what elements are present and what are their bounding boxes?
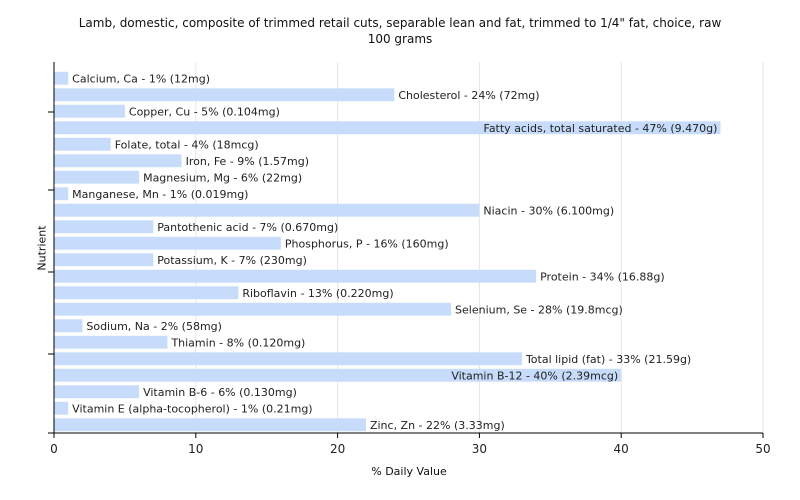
bar-label-10: Phosphorus, P - 16% (160mg) bbox=[285, 237, 449, 250]
bar-8 bbox=[54, 203, 480, 217]
bar-7 bbox=[54, 187, 69, 201]
bar-label-19: Vitamin B-6 - 6% (0.130mg) bbox=[143, 386, 297, 399]
bar-16 bbox=[54, 335, 168, 349]
bar-13 bbox=[54, 286, 239, 300]
bar-17 bbox=[54, 352, 522, 366]
bar-label-15: Sodium, Na - 2% (58mg) bbox=[86, 320, 222, 333]
bar-21 bbox=[54, 418, 366, 432]
bar-6 bbox=[54, 170, 140, 184]
bar-label-16: Thiamin - 8% (0.120mg) bbox=[170, 336, 305, 349]
bar-label-13: Riboflavin - 13% (0.220mg) bbox=[242, 287, 393, 300]
bar-19 bbox=[54, 385, 140, 399]
bar-0 bbox=[54, 71, 69, 85]
bar-label-18: Vitamin B-12 - 40% (2.39mcg) bbox=[451, 369, 618, 382]
bar-label-3: Fatty acids, total saturated - 47% (9.47… bbox=[484, 122, 718, 135]
bar-4 bbox=[54, 137, 111, 151]
bar-label-17: Total lipid (fat) - 33% (21.59g) bbox=[525, 353, 691, 366]
bar-label-0: Calcium, Ca - 1% (12mg) bbox=[72, 72, 210, 85]
bar-label-20: Vitamin E (alpha-tocopherol) - 1% (0.21m… bbox=[72, 402, 312, 415]
bar-label-9: Pantothenic acid - 7% (0.670mg) bbox=[157, 221, 338, 234]
chart-subtitle-text: 100 grams bbox=[367, 32, 433, 46]
bar-10 bbox=[54, 236, 281, 250]
x-tick-label-1: 10 bbox=[188, 442, 203, 456]
bar-20 bbox=[54, 401, 69, 415]
bar-3 bbox=[54, 121, 721, 135]
bar-15 bbox=[54, 319, 83, 333]
x-tick-label-3: 30 bbox=[472, 442, 487, 456]
chart-title-text: Lamb, domestic, composite of trimmed ret… bbox=[78, 16, 722, 30]
x-axis-label: % Daily Value bbox=[371, 465, 447, 478]
bar-11 bbox=[54, 253, 154, 267]
bar-2 bbox=[54, 104, 125, 118]
bar-label-1: Cholesterol - 24% (72mg) bbox=[398, 89, 539, 102]
x-tick-label-5: 50 bbox=[755, 442, 770, 456]
bar-9 bbox=[54, 220, 154, 234]
bar-18 bbox=[54, 368, 622, 382]
bar-label-2: Copper, Cu - 5% (0.104mg) bbox=[129, 105, 280, 118]
bar-label-21: Zinc, Zn - 22% (3.33mg) bbox=[370, 419, 505, 432]
bar-label-7: Manganese, Mn - 1% (0.019mg) bbox=[72, 188, 248, 201]
y-axis-label: Nutrient bbox=[35, 225, 49, 271]
bar-12 bbox=[54, 269, 537, 283]
bar-label-5: Iron, Fe - 9% (1.57mg) bbox=[186, 155, 309, 168]
bar-1 bbox=[54, 88, 395, 102]
bar-14 bbox=[54, 302, 452, 316]
x-tick-label-4: 40 bbox=[614, 442, 629, 456]
x-tick-label-2: 20 bbox=[330, 442, 345, 456]
bar-label-11: Potassium, K - 7% (230mg) bbox=[157, 254, 307, 267]
bar-label-8: Niacin - 30% (6.100mg) bbox=[483, 204, 614, 217]
bar-label-6: Magnesium, Mg - 6% (22mg) bbox=[143, 171, 302, 184]
bar-label-14: Selenium, Se - 28% (19.8mcg) bbox=[455, 303, 623, 316]
chart-title: Lamb, domestic, composite of trimmed ret… bbox=[0, 15, 800, 47]
bar-5 bbox=[54, 154, 182, 168]
bar-label-4: Folate, total - 4% (18mcg) bbox=[115, 138, 259, 151]
bar-label-12: Protein - 34% (16.88g) bbox=[540, 270, 665, 283]
x-tick-label-0: 0 bbox=[50, 442, 58, 456]
